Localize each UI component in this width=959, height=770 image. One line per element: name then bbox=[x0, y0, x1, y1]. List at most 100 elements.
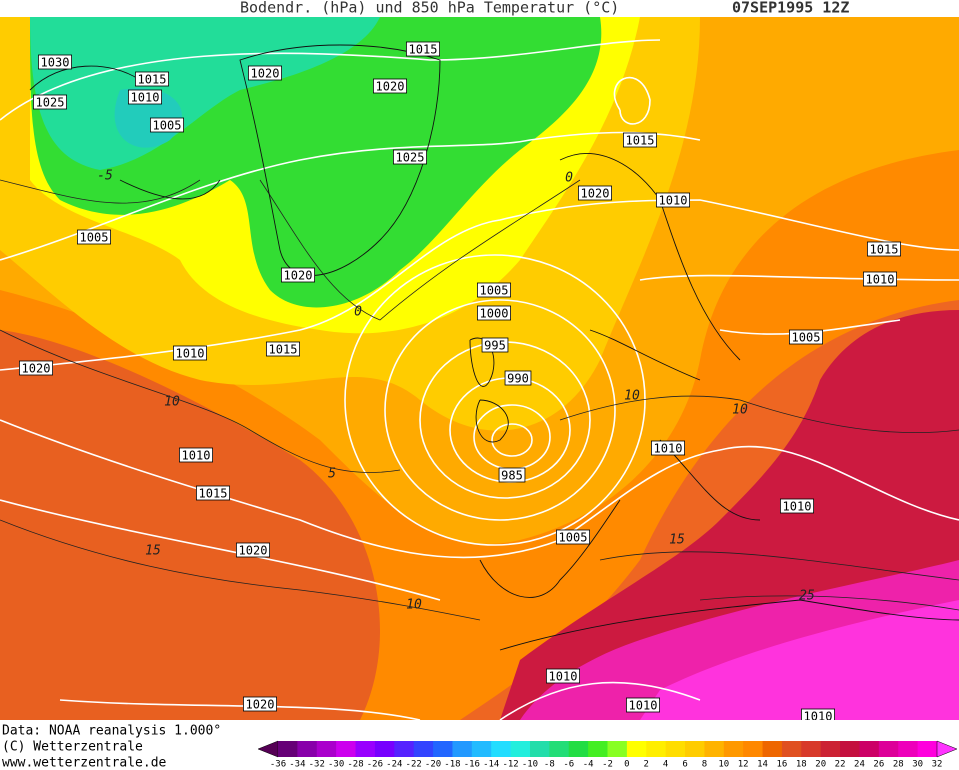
colorbar-segment bbox=[355, 741, 376, 757]
colorbar-label: -18 bbox=[444, 760, 460, 770]
isobar-label-box bbox=[780, 498, 815, 514]
isobar-label-box bbox=[372, 78, 407, 94]
colorbar-segment bbox=[801, 741, 822, 757]
colorbar-label: 0 bbox=[624, 760, 629, 770]
isobar-label: 1010 bbox=[182, 449, 211, 463]
map-date: 07SEP1995 12Z bbox=[732, 0, 849, 17]
isobar-label: 1015 bbox=[138, 73, 167, 87]
isobar-label-box bbox=[556, 529, 591, 545]
isobar-label: 1005 bbox=[80, 231, 109, 245]
isobar-label-box bbox=[651, 440, 686, 456]
colorbar-segment bbox=[491, 741, 512, 757]
colorbar-segment bbox=[917, 741, 938, 757]
colorbar-segment bbox=[898, 741, 919, 757]
colorbar-segment bbox=[394, 741, 415, 757]
colorbar-label: -22 bbox=[406, 760, 422, 770]
colorbar-segment bbox=[607, 741, 628, 757]
isobar-label: 1025 bbox=[36, 96, 65, 110]
isobar-label: 1010 bbox=[131, 91, 160, 105]
colorbar-segment bbox=[433, 741, 453, 757]
colorbar-label: 10 bbox=[718, 760, 729, 770]
colorbar-label: -6 bbox=[563, 760, 574, 770]
isobar-label-box bbox=[405, 41, 440, 57]
colorbar-label: -10 bbox=[522, 760, 538, 770]
isobar-label-box bbox=[134, 71, 169, 87]
colorbar-segment bbox=[685, 741, 705, 757]
colorbar-label: 16 bbox=[777, 760, 788, 770]
isobar-label-box bbox=[789, 329, 824, 345]
isotherm-label: 0 bbox=[565, 171, 573, 186]
colorbar-segment bbox=[588, 741, 608, 757]
colorbar-segment bbox=[568, 741, 589, 757]
colorbar-segment bbox=[626, 741, 647, 757]
colorbar-segment bbox=[840, 741, 860, 757]
footer-line: Data: NOAA reanalysis 1.000° bbox=[2, 724, 221, 739]
isobar-label-box bbox=[242, 696, 277, 712]
colorbar-label: 14 bbox=[757, 760, 768, 770]
isobar-label: 1010 bbox=[659, 194, 688, 208]
isobar-label-box bbox=[195, 485, 230, 501]
isobar-label-box bbox=[247, 65, 282, 81]
isobar-label: 1005 bbox=[792, 331, 821, 345]
isobar-label-box bbox=[18, 360, 54, 376]
colorbar-label: 30 bbox=[912, 760, 923, 770]
isobar-label-box bbox=[656, 192, 691, 208]
colorbar-label: -16 bbox=[464, 760, 480, 770]
isobar-label-box bbox=[392, 149, 427, 165]
isobar-label: 1020 bbox=[246, 698, 275, 712]
isotherm-label: 10 bbox=[624, 389, 640, 404]
isobar-label: 1015 bbox=[626, 134, 655, 148]
colorbar-segment bbox=[297, 741, 318, 757]
colorbar-segment bbox=[510, 741, 531, 757]
isobar-label: 1005 bbox=[480, 284, 509, 298]
isobar-label: 1020 bbox=[284, 269, 313, 283]
colorbar-label: 32 bbox=[932, 760, 943, 770]
colorbar-segment bbox=[878, 741, 899, 757]
isobar-label-box bbox=[863, 271, 898, 287]
isobar-label: 1010 bbox=[783, 500, 812, 514]
colorbar-label: -32 bbox=[309, 760, 325, 770]
footer-line: (C) Wetterzentrale bbox=[2, 740, 143, 755]
colorbar-end bbox=[936, 740, 958, 758]
isobar-label-box bbox=[280, 267, 315, 283]
isobar-label-box bbox=[546, 668, 581, 684]
isobar-label: 1020 bbox=[251, 67, 280, 81]
colorbar-segment bbox=[413, 741, 434, 757]
isotherm-label: 10 bbox=[164, 395, 180, 410]
isobar-label: 1015 bbox=[870, 243, 899, 257]
colorbar-segment bbox=[549, 741, 570, 757]
colorbar-label: 4 bbox=[663, 760, 668, 770]
colorbar-segment bbox=[762, 741, 783, 757]
isotherm-label: 0 bbox=[354, 305, 362, 320]
isotherm-label: 10 bbox=[732, 403, 748, 418]
isobar-label: 1025 bbox=[396, 151, 425, 165]
colorbar-segment bbox=[665, 741, 686, 757]
colorbar-label: -24 bbox=[386, 760, 402, 770]
isobar-label: 1010 bbox=[176, 347, 205, 361]
colorbar-label: -30 bbox=[328, 760, 344, 770]
isobar-label-box bbox=[77, 229, 112, 245]
isobar-label-box bbox=[626, 697, 661, 713]
isobar-label-box bbox=[623, 132, 658, 148]
isotherm-label: 15 bbox=[669, 533, 685, 548]
colorbar-label: -36 bbox=[270, 760, 286, 770]
colorbar-segment bbox=[820, 741, 841, 757]
map-title: Bodendr. (hPa) und 850 hPa Temperatur (°… bbox=[240, 0, 619, 17]
isotherm-label: 25 bbox=[799, 589, 815, 604]
colorbar-label: -4 bbox=[583, 760, 594, 770]
colorbar-segment bbox=[704, 741, 725, 757]
isobar-label: 1005 bbox=[559, 531, 588, 545]
isobar-label: 1010 bbox=[654, 442, 683, 456]
colorbar-label: -28 bbox=[347, 760, 363, 770]
isobar-label: 985 bbox=[501, 469, 523, 483]
isobar-label-box bbox=[38, 54, 73, 70]
colorbar-label: -34 bbox=[289, 760, 305, 770]
colorbar-segment bbox=[278, 741, 298, 757]
footer-line: www.wetterzentrale.de bbox=[2, 756, 167, 770]
isobar-label-box bbox=[172, 345, 207, 361]
colorbar-label: 20 bbox=[815, 760, 826, 770]
isobar-label: 1000 bbox=[480, 307, 509, 321]
isobar-label: 1020 bbox=[22, 362, 51, 376]
isotherm-label: 10 bbox=[406, 598, 422, 613]
